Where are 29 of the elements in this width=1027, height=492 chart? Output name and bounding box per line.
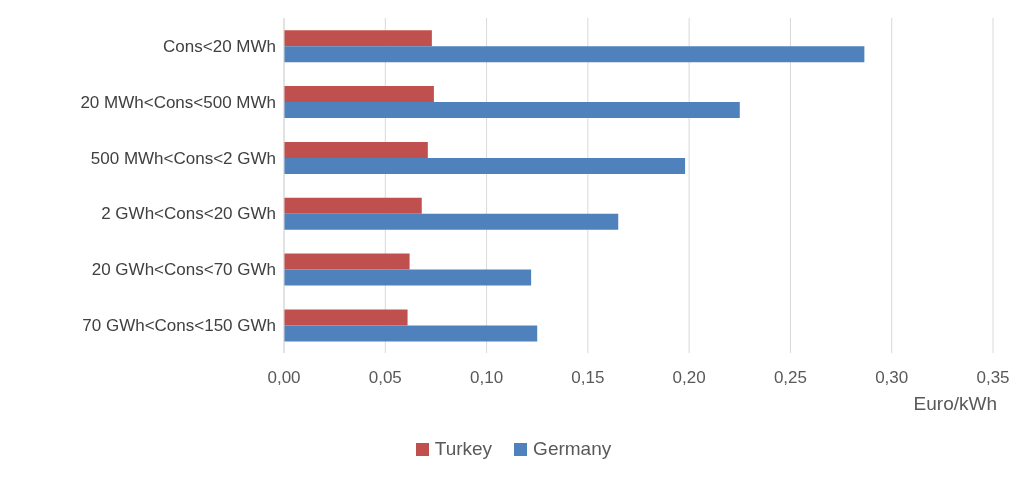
bar (284, 325, 538, 342)
bar (284, 30, 432, 47)
x-axis-title: Euro/kWh (913, 393, 997, 415)
bar (284, 86, 434, 103)
legend-label: Germany (532, 438, 612, 460)
bar (284, 102, 740, 119)
bar (284, 141, 428, 158)
x-tick-label: 0,25 (773, 368, 807, 388)
x-tick-label: 0,30 (875, 368, 909, 388)
bar (284, 253, 410, 270)
y-tick-label: Cons<20 MWh (163, 36, 276, 56)
bar (284, 157, 686, 174)
x-tick-label: 0,10 (470, 368, 504, 388)
legend-label: Turkey (433, 438, 493, 460)
x-tick-label: 0,20 (672, 368, 706, 388)
x-tick-label: 0,35 (976, 368, 1010, 388)
y-tick-label: 500 MWh<Cons<2 GWh (90, 148, 276, 168)
y-tick-label: 20 GWh<Cons<70 GWh (91, 260, 276, 280)
x-tick-label: 0,15 (571, 368, 605, 388)
x-tick-label: 0,05 (368, 368, 402, 388)
bar (284, 309, 408, 326)
y-tick-label: 2 GWh<Cons<20 GWh (101, 204, 276, 224)
bar (284, 197, 422, 214)
bar (284, 269, 532, 286)
x-tick-label: 0,00 (267, 368, 301, 388)
bar (284, 213, 619, 230)
y-tick-label: 20 MWh<Cons<500 MWh (80, 92, 276, 112)
bar (284, 46, 865, 63)
y-tick-label: 70 GWh<Cons<150 GWh (82, 316, 276, 336)
